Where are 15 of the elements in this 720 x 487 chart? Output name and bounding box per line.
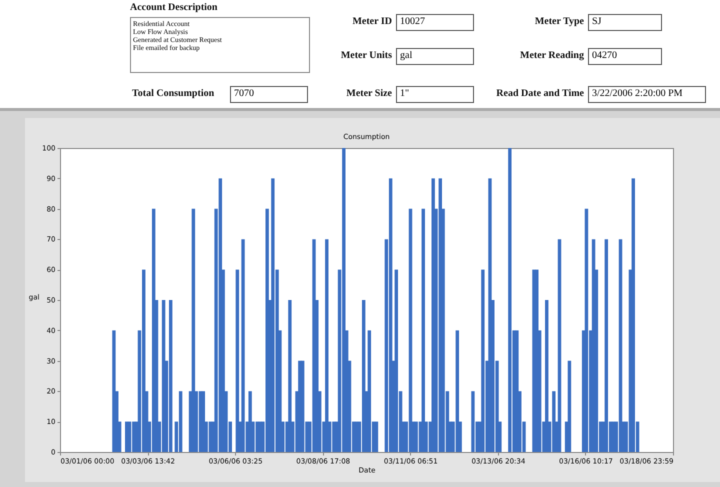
text: Meter Units xyxy=(340,50,392,61)
text: Meter Type xyxy=(534,16,584,27)
text: 7070 xyxy=(230,86,308,103)
text: Meter ID xyxy=(352,16,392,27)
text: 04270 xyxy=(588,48,662,65)
text: Read Date and Time xyxy=(496,88,584,99)
text: gal xyxy=(396,48,474,65)
text: Total Consumption xyxy=(132,88,214,99)
text: Account Description xyxy=(130,2,218,13)
text: 10027 xyxy=(396,14,474,31)
text: 3/22/2006 2:20:00 PM xyxy=(588,86,706,103)
text: Meter Reading xyxy=(520,50,584,61)
text: Meter Size xyxy=(346,88,392,99)
text: SJ xyxy=(588,14,662,31)
text: 1" xyxy=(396,86,474,103)
